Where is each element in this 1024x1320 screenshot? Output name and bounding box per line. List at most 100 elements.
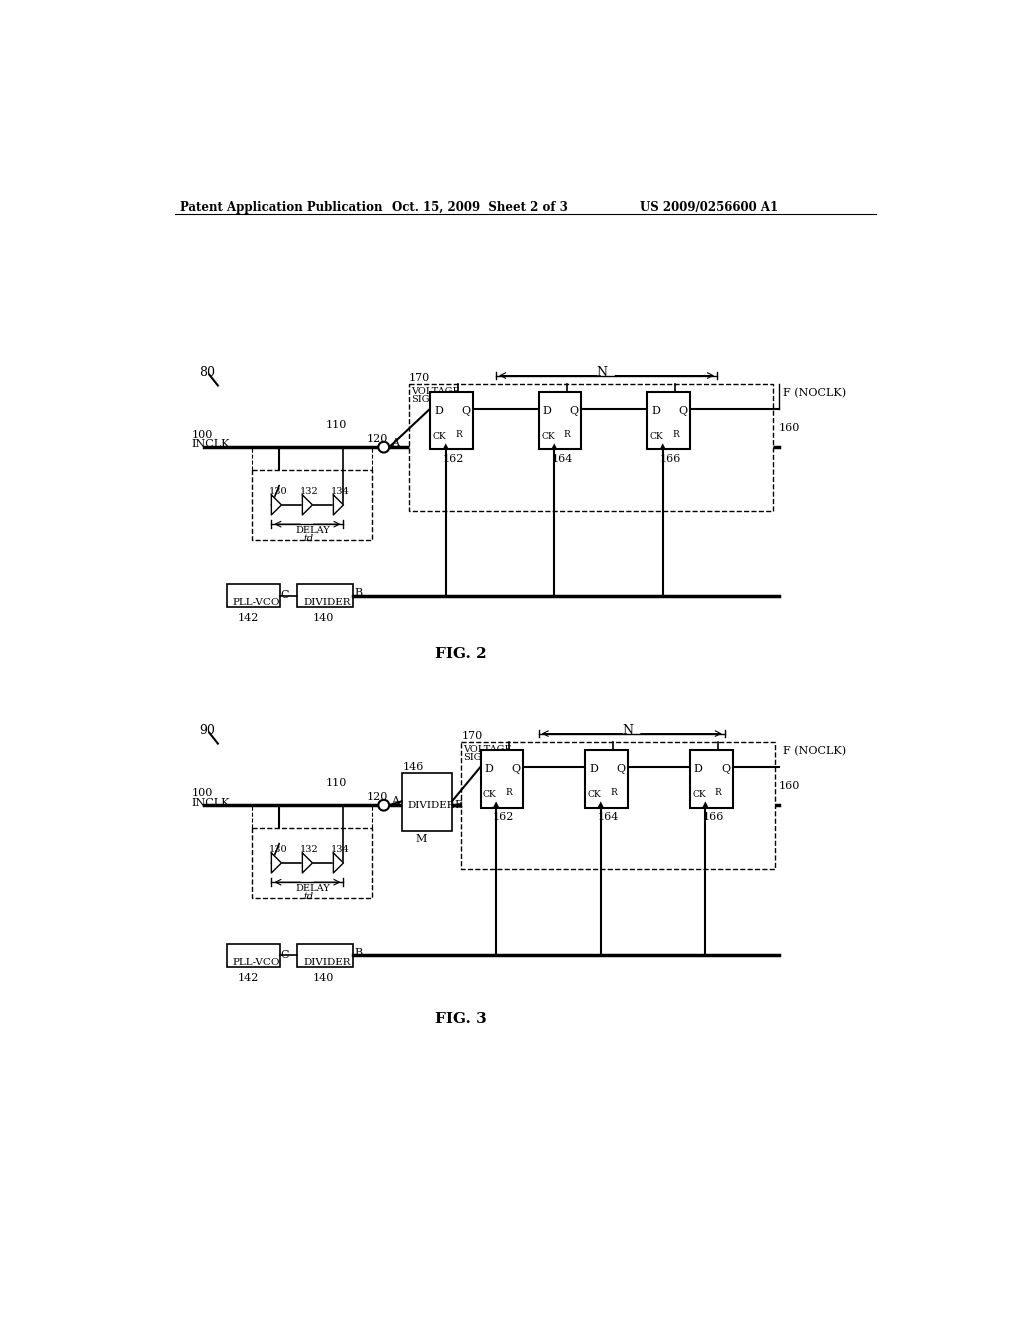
Text: CK: CK <box>649 432 664 441</box>
Text: D: D <box>543 405 552 416</box>
Text: F (NOCLK): F (NOCLK) <box>783 746 846 756</box>
Polygon shape <box>493 801 500 808</box>
Text: 134: 134 <box>331 845 350 854</box>
Text: 110: 110 <box>326 420 347 430</box>
Bar <box>586 750 628 808</box>
Text: CK: CK <box>483 789 497 799</box>
Text: 162: 162 <box>493 812 514 822</box>
Text: 166: 166 <box>659 454 681 465</box>
Text: PLL-VCO: PLL-VCO <box>232 598 281 607</box>
Text: D: D <box>434 405 443 416</box>
Text: 166: 166 <box>702 812 724 822</box>
Text: A: A <box>391 796 399 807</box>
Text: VOLTAGE: VOLTAGE <box>463 744 511 754</box>
Text: D: D <box>651 405 660 416</box>
Bar <box>297 944 352 966</box>
Text: Q: Q <box>616 763 626 774</box>
Text: 110: 110 <box>326 779 347 788</box>
Bar <box>227 585 280 607</box>
Text: 100: 100 <box>191 788 213 799</box>
Bar <box>690 750 732 808</box>
Text: 132: 132 <box>300 845 318 854</box>
Text: 140: 140 <box>312 973 334 983</box>
Text: R: R <box>715 788 722 797</box>
Text: 164: 164 <box>598 812 620 822</box>
Text: INCLK: INCLK <box>191 440 230 449</box>
Bar <box>297 585 352 607</box>
Bar <box>401 774 452 830</box>
Text: CK: CK <box>588 789 601 799</box>
Text: B: B <box>354 589 362 598</box>
Text: 142: 142 <box>238 973 259 983</box>
Text: SIGNAL: SIGNAL <box>463 752 504 762</box>
Polygon shape <box>442 444 449 449</box>
Text: 160: 160 <box>779 422 801 433</box>
Bar <box>430 392 473 449</box>
Text: D: D <box>693 763 702 774</box>
Text: DELAY: DELAY <box>295 525 330 535</box>
Text: Oct. 15, 2009  Sheet 2 of 3: Oct. 15, 2009 Sheet 2 of 3 <box>391 201 567 214</box>
Text: 130: 130 <box>269 845 288 854</box>
Text: R: R <box>506 788 512 797</box>
Text: N: N <box>597 367 608 379</box>
Text: Patent Application Publication: Patent Application Publication <box>180 201 382 214</box>
Text: R: R <box>672 430 679 440</box>
Polygon shape <box>659 444 666 449</box>
Polygon shape <box>271 495 282 515</box>
Text: 146: 146 <box>403 762 425 772</box>
Text: R: R <box>455 430 462 440</box>
Text: M: M <box>416 834 427 845</box>
Polygon shape <box>551 444 557 449</box>
Text: FIG. 2: FIG. 2 <box>435 647 487 661</box>
Text: Q: Q <box>721 763 730 774</box>
Text: 130: 130 <box>269 487 288 496</box>
Polygon shape <box>334 853 343 873</box>
Text: Q: Q <box>512 763 521 774</box>
Text: DIVIDER: DIVIDER <box>304 958 351 966</box>
Text: DELAY: DELAY <box>295 884 330 892</box>
Text: C: C <box>281 950 289 960</box>
Bar <box>227 944 280 966</box>
Text: INCLK: INCLK <box>191 797 230 808</box>
Text: 162: 162 <box>442 454 464 465</box>
Text: CK: CK <box>432 432 446 441</box>
Text: VOLTAGE: VOLTAGE <box>411 387 460 396</box>
Circle shape <box>379 800 389 810</box>
Text: CK: CK <box>541 432 555 441</box>
Text: Q: Q <box>678 405 687 416</box>
Bar <box>480 750 523 808</box>
Text: td: td <box>304 535 314 543</box>
Text: DIVIDER: DIVIDER <box>407 800 455 809</box>
Text: E: E <box>455 800 463 809</box>
Text: 100: 100 <box>191 430 213 440</box>
Text: 170: 170 <box>409 374 430 383</box>
Polygon shape <box>702 801 709 808</box>
Bar <box>409 384 773 511</box>
Polygon shape <box>271 853 282 873</box>
Text: DIVIDER: DIVIDER <box>304 598 351 607</box>
Polygon shape <box>302 853 312 873</box>
Bar <box>461 742 775 869</box>
Circle shape <box>379 442 389 453</box>
Text: 120: 120 <box>367 434 388 444</box>
Text: 160: 160 <box>779 780 801 791</box>
Text: PLL-VCO: PLL-VCO <box>232 958 281 966</box>
Text: 164: 164 <box>551 454 572 465</box>
Text: F (NOCLK): F (NOCLK) <box>783 388 846 399</box>
Text: SIGNAL: SIGNAL <box>411 395 452 404</box>
Text: 134: 134 <box>331 487 350 496</box>
Text: US 2009/0256600 A1: US 2009/0256600 A1 <box>640 201 777 214</box>
Text: A: A <box>391 438 399 447</box>
Text: R: R <box>563 430 570 440</box>
Text: 132: 132 <box>300 487 318 496</box>
Polygon shape <box>302 495 312 515</box>
Text: D: D <box>589 763 598 774</box>
Text: Q: Q <box>461 405 470 416</box>
Text: 142: 142 <box>238 614 259 623</box>
Text: B: B <box>354 948 362 957</box>
Text: 80: 80 <box>200 367 215 379</box>
Text: FIG. 3: FIG. 3 <box>435 1011 487 1026</box>
Text: 140: 140 <box>312 614 334 623</box>
Polygon shape <box>334 495 343 515</box>
Text: CK: CK <box>692 789 706 799</box>
